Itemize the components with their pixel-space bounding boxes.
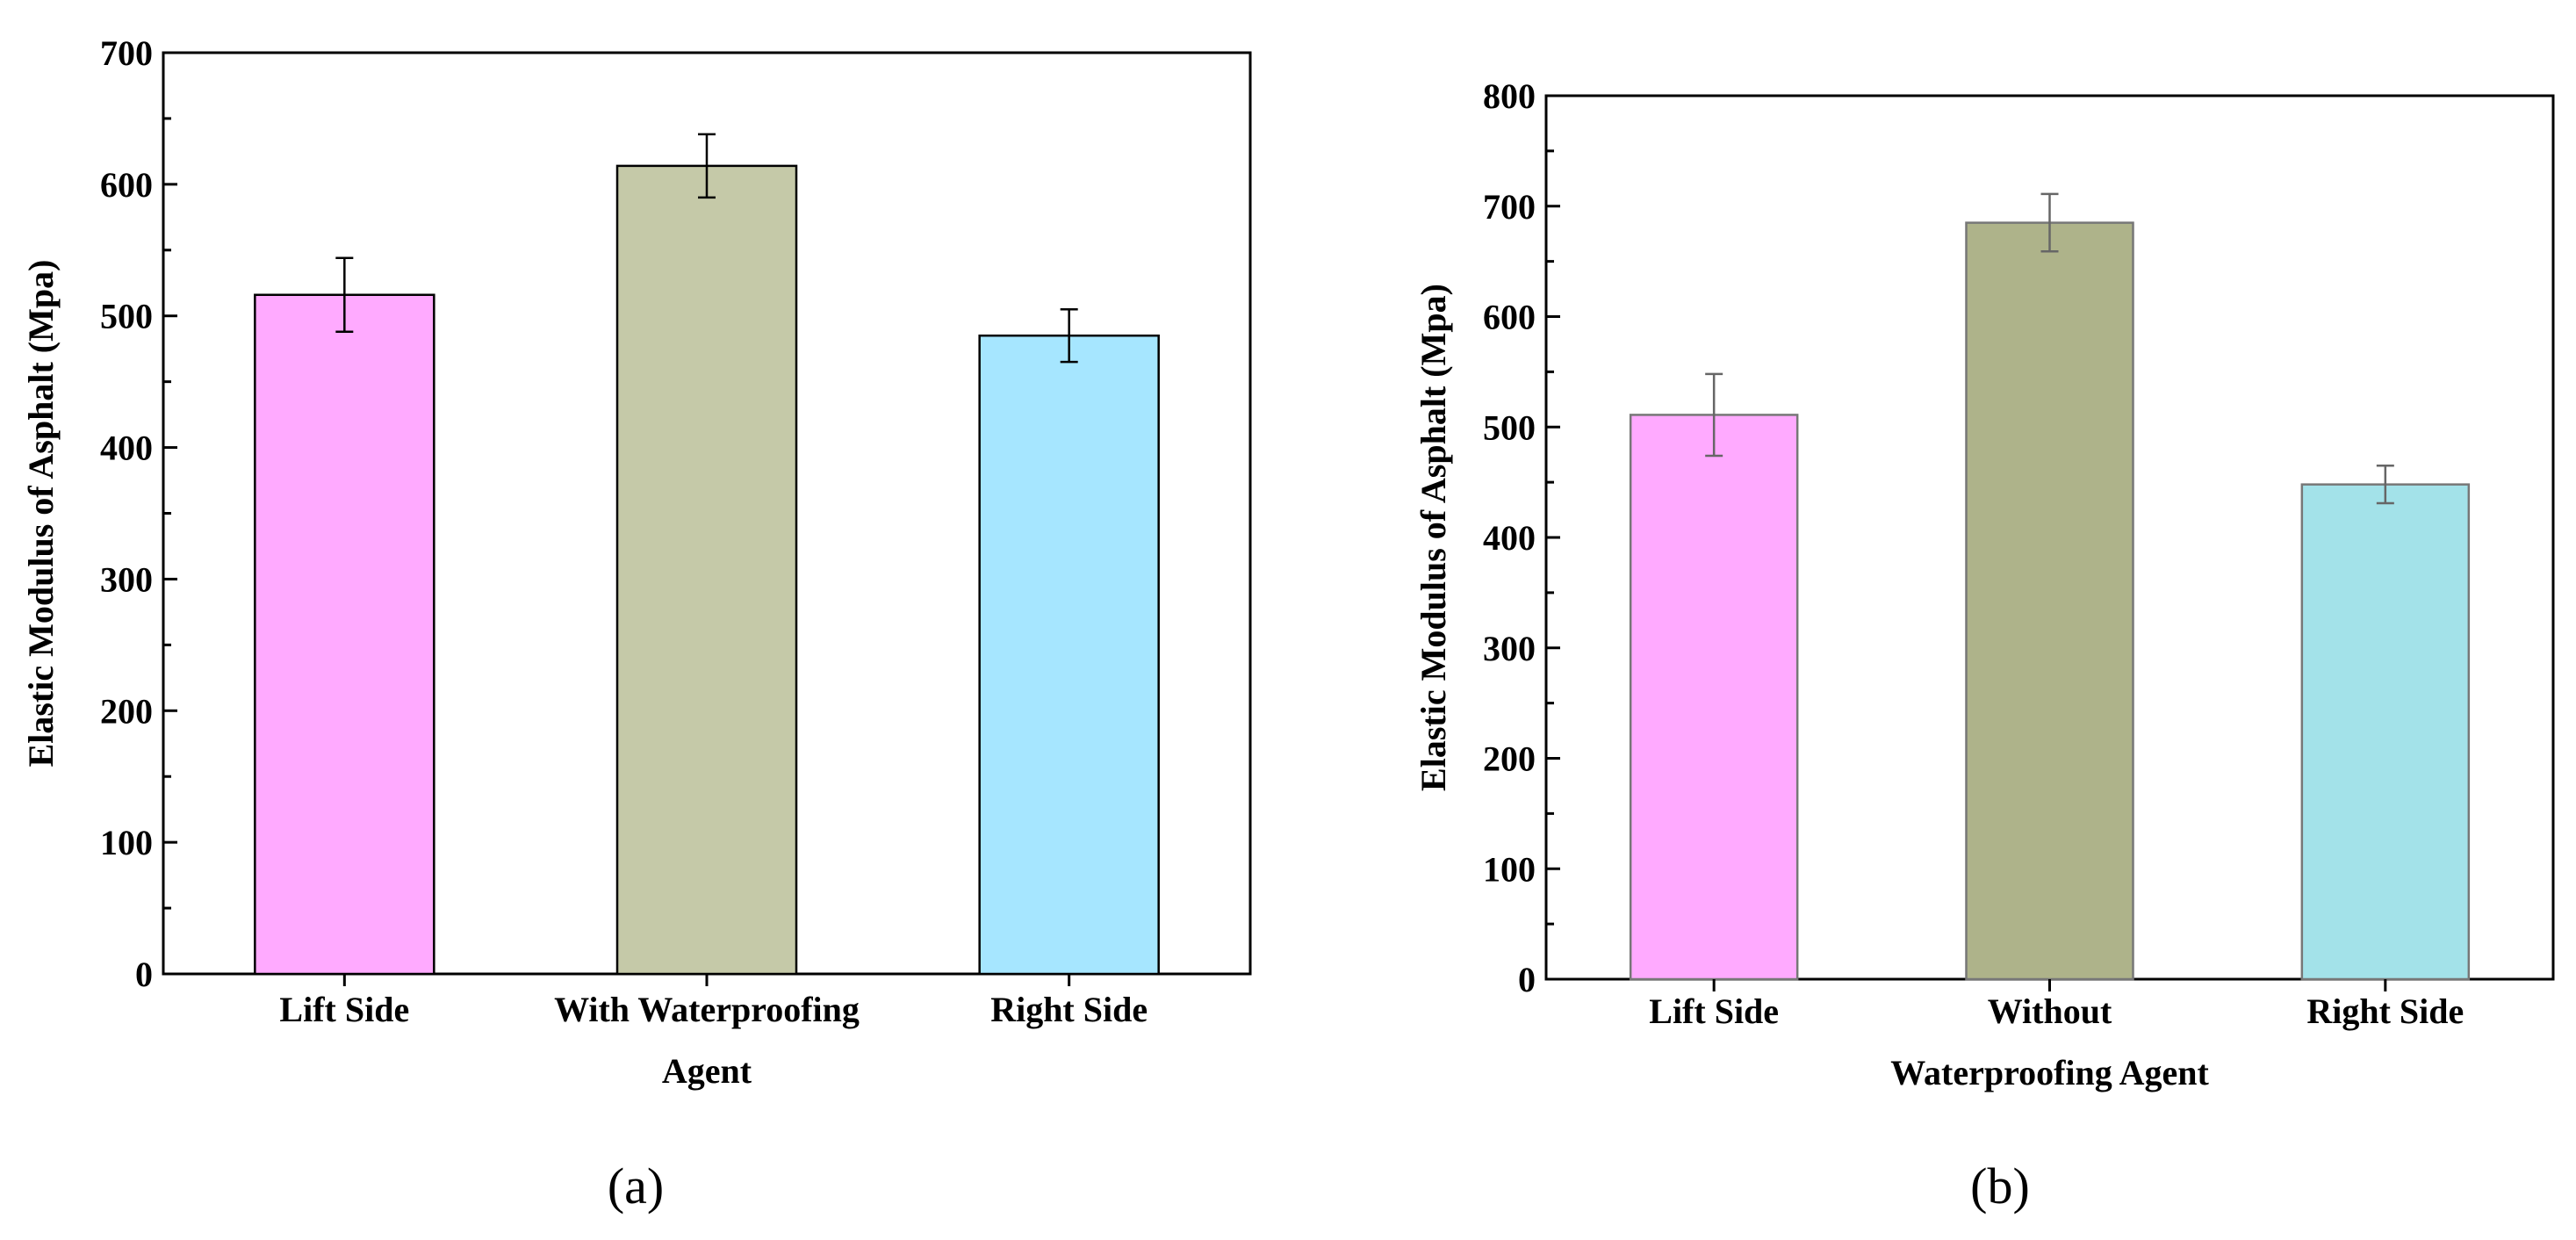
y-tick-label: 700 [100, 33, 153, 73]
panel-label: (a) [608, 1157, 664, 1215]
x-tick-label: Agent [662, 1051, 752, 1091]
bar [615, 164, 798, 976]
y-tick-label: 400 [100, 429, 153, 468]
y-tick-label: 600 [1483, 298, 1536, 337]
y-tick-label: 800 [1483, 76, 1536, 116]
x-tick-label: Lift Side [1649, 991, 1779, 1031]
bar [2300, 483, 2471, 981]
y-tick-label: 600 [100, 165, 153, 205]
bar [1965, 221, 2134, 981]
y-tick-label: 100 [100, 823, 153, 862]
chart-panel-1: 0 100 200 300 400 500 600 700 800 Lift Side Withou… [1414, 76, 2555, 1215]
x-tick-label: Right Side [990, 990, 1148, 1029]
x-tick-label: Lift Side [279, 990, 409, 1029]
chart-panel-0: 0 100 200 300 400 500 600 700 Lift Side With Wate… [21, 33, 1252, 1215]
y-tick-label: 300 [1483, 629, 1536, 668]
y-tick-label: 700 [1483, 187, 1536, 227]
y-tick-label: 0 [135, 955, 153, 994]
x-tick-label: Without [1988, 991, 2112, 1031]
panel-label: (b) [1970, 1157, 2030, 1215]
bar [978, 334, 1160, 976]
y-tick-label: 200 [100, 691, 153, 731]
x-tick-label: With Waterproofing [554, 990, 860, 1029]
y-tick-label: 400 [1483, 518, 1536, 558]
y-tick-label: 200 [1483, 739, 1536, 779]
x-tick-label: Right Side [2306, 991, 2464, 1031]
bar [1629, 414, 1799, 981]
y-tick-label: 500 [100, 297, 153, 336]
x-axis-title: Waterproofing Agent [1890, 1053, 2209, 1092]
y-tick-label: 0 [1518, 960, 1536, 999]
y-axis-title: Elastic Modulus of Asphalt (Mpa) [1414, 284, 1453, 791]
y-tick-label: 300 [100, 559, 153, 599]
y-tick-label: 500 [1483, 407, 1536, 447]
y-axis-title: Elastic Modulus of Asphalt (Mpa) [21, 260, 61, 768]
bar [254, 293, 435, 976]
y-tick-label: 100 [1483, 849, 1536, 889]
